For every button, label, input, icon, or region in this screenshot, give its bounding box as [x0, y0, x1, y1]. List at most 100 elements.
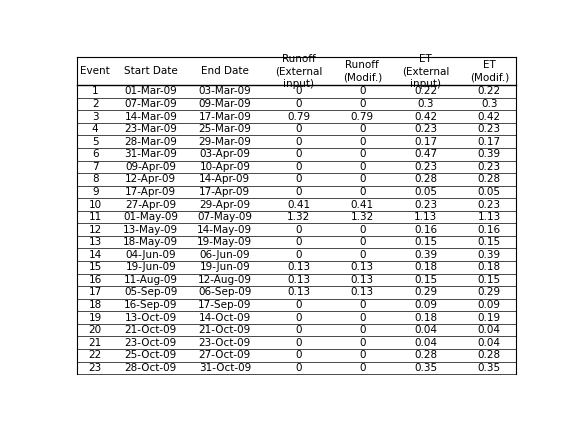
Text: 0.15: 0.15	[477, 275, 501, 285]
Text: 0.28: 0.28	[414, 350, 438, 360]
Text: 0.23: 0.23	[477, 200, 501, 209]
Text: 12-Aug-09: 12-Aug-09	[198, 275, 252, 285]
Text: 0: 0	[295, 237, 302, 247]
Text: 0: 0	[359, 174, 366, 184]
Text: 0.17: 0.17	[477, 137, 501, 147]
Text: 15: 15	[88, 262, 102, 272]
Text: 0.13: 0.13	[351, 275, 374, 285]
Text: 0: 0	[295, 174, 302, 184]
Text: 0.79: 0.79	[351, 112, 374, 122]
Text: 17-Apr-09: 17-Apr-09	[199, 187, 250, 197]
Text: 29-Mar-09: 29-Mar-09	[198, 137, 251, 147]
Text: 14-May-09: 14-May-09	[197, 225, 253, 234]
Text: 0.04: 0.04	[414, 325, 438, 335]
Text: 06-Jun-09: 06-Jun-09	[199, 250, 250, 260]
Text: 0.22: 0.22	[414, 86, 438, 96]
Text: End Date: End Date	[201, 66, 249, 76]
Text: 0.18: 0.18	[414, 312, 438, 323]
Text: 06-Sep-09: 06-Sep-09	[198, 287, 251, 298]
Text: 0: 0	[295, 350, 302, 360]
Text: 0.04: 0.04	[478, 338, 501, 348]
Text: 21-Oct-09: 21-Oct-09	[125, 325, 177, 335]
Text: 0.39: 0.39	[477, 149, 501, 159]
Text: 10: 10	[88, 200, 102, 209]
Text: 0: 0	[359, 137, 366, 147]
Text: Runoff
(Modif.): Runoff (Modif.)	[343, 60, 382, 83]
Text: 21-Oct-09: 21-Oct-09	[199, 325, 251, 335]
Text: 0: 0	[295, 325, 302, 335]
Text: 01-May-09: 01-May-09	[123, 212, 178, 222]
Text: 0.13: 0.13	[351, 287, 374, 298]
Text: 0.39: 0.39	[414, 250, 438, 260]
Text: 0.15: 0.15	[477, 237, 501, 247]
Text: 0: 0	[295, 86, 302, 96]
Text: 16-Sep-09: 16-Sep-09	[124, 300, 177, 310]
Text: 09-Mar-09: 09-Mar-09	[198, 99, 251, 109]
Text: 0: 0	[359, 312, 366, 323]
Text: 27-Apr-09: 27-Apr-09	[125, 200, 176, 209]
Text: 19-Jun-09: 19-Jun-09	[125, 262, 176, 272]
Text: 0.18: 0.18	[414, 262, 438, 272]
Text: 0: 0	[295, 162, 302, 172]
Text: 13: 13	[88, 237, 102, 247]
Text: 14-Mar-09: 14-Mar-09	[124, 112, 177, 122]
Text: 4: 4	[92, 124, 99, 134]
Text: 22: 22	[88, 350, 102, 360]
Text: 0: 0	[295, 225, 302, 234]
Text: 11: 11	[88, 212, 102, 222]
Text: 10-Apr-09: 10-Apr-09	[199, 162, 250, 172]
Text: 0: 0	[295, 338, 302, 348]
Text: 0.41: 0.41	[287, 200, 310, 209]
Text: 1.13: 1.13	[477, 212, 501, 222]
Text: 11-Aug-09: 11-Aug-09	[124, 275, 178, 285]
Text: 0: 0	[359, 363, 366, 373]
Text: 0: 0	[295, 149, 302, 159]
Text: 0.16: 0.16	[477, 225, 501, 234]
Text: 28-Oct-09: 28-Oct-09	[125, 363, 177, 373]
Text: 31-Mar-09: 31-Mar-09	[124, 149, 177, 159]
Text: 0: 0	[359, 300, 366, 310]
Text: 16: 16	[88, 275, 102, 285]
Text: 0.28: 0.28	[414, 174, 438, 184]
Text: 0.23: 0.23	[414, 200, 438, 209]
Text: 0.05: 0.05	[478, 187, 501, 197]
Text: 21: 21	[88, 338, 102, 348]
Text: 0.35: 0.35	[414, 363, 438, 373]
Text: Event: Event	[80, 66, 110, 76]
Text: 13-Oct-09: 13-Oct-09	[125, 312, 177, 323]
Text: 0: 0	[359, 250, 366, 260]
Text: 12-Apr-09: 12-Apr-09	[125, 174, 176, 184]
Text: 0: 0	[295, 300, 302, 310]
Text: 0.35: 0.35	[477, 363, 501, 373]
Text: 0.3: 0.3	[481, 99, 498, 109]
Text: 0: 0	[295, 187, 302, 197]
Text: 19-Jun-09: 19-Jun-09	[199, 262, 250, 272]
Text: 0.16: 0.16	[414, 225, 438, 234]
Text: 17: 17	[88, 287, 102, 298]
Text: 0: 0	[359, 99, 366, 109]
Text: 0: 0	[359, 162, 366, 172]
Text: 03-Mar-09: 03-Mar-09	[198, 86, 251, 96]
Text: 0: 0	[295, 250, 302, 260]
Text: 9: 9	[92, 187, 99, 197]
Text: 0.19: 0.19	[477, 312, 501, 323]
Text: 23-Oct-09: 23-Oct-09	[125, 338, 177, 348]
Text: 0: 0	[359, 149, 366, 159]
Text: 0.13: 0.13	[287, 262, 310, 272]
Text: 8: 8	[92, 174, 99, 184]
Text: 0.22: 0.22	[477, 86, 501, 96]
Text: 0.15: 0.15	[414, 237, 438, 247]
Text: 05-Sep-09: 05-Sep-09	[124, 287, 177, 298]
Text: 1.13: 1.13	[414, 212, 438, 222]
Text: 6: 6	[92, 149, 99, 159]
Text: 0.15: 0.15	[414, 275, 438, 285]
Text: 0.3: 0.3	[417, 99, 434, 109]
Text: 0.09: 0.09	[478, 300, 501, 310]
Text: 1.32: 1.32	[287, 212, 310, 222]
Text: 0.29: 0.29	[477, 287, 501, 298]
Text: ET
(Modif.): ET (Modif.)	[470, 60, 509, 83]
Text: 0.39: 0.39	[477, 250, 501, 260]
Text: 1.32: 1.32	[351, 212, 374, 222]
Text: 3: 3	[92, 112, 99, 122]
Text: Start Date: Start Date	[124, 66, 177, 76]
